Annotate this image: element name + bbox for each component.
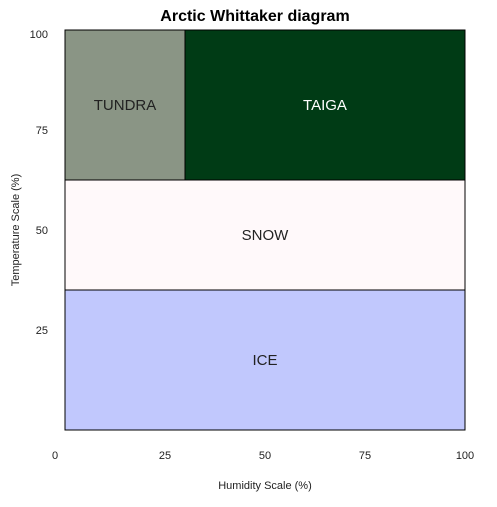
y-tick-label: 25 <box>36 325 48 337</box>
y-axis-label: Temperature Scale (%) <box>10 174 22 287</box>
region-label-taiga: TAIGA <box>303 97 347 114</box>
x-axis-ticks: 0 25 50 75 100 <box>52 450 474 462</box>
region-ice <box>64 289 466 431</box>
x-tick-label: 100 <box>456 450 474 462</box>
biome-labels: TUNDRA TAIGA SNOW ICE <box>94 97 347 369</box>
x-tick-label: 50 <box>259 450 271 462</box>
region-taiga <box>184 29 466 181</box>
biome-regions <box>64 29 466 431</box>
region-label-ice: ICE <box>252 352 277 369</box>
region-tundra <box>64 29 186 181</box>
x-axis-label: Humidity Scale (%) <box>218 480 312 492</box>
y-axis-ticks: 25 50 75 100 <box>30 29 48 337</box>
y-tick-label: 75 <box>36 125 48 137</box>
region-label-tundra: TUNDRA <box>94 97 157 114</box>
region-label-snow: SNOW <box>242 227 290 244</box>
y-tick-label: 50 <box>36 225 48 237</box>
y-tick-label: 100 <box>30 29 48 41</box>
chart-title: Arctic Whittaker diagram <box>160 8 349 25</box>
x-tick-label: 75 <box>359 450 371 462</box>
x-tick-label: 0 <box>52 450 58 462</box>
x-tick-label: 25 <box>159 450 171 462</box>
region-snow <box>64 179 466 291</box>
